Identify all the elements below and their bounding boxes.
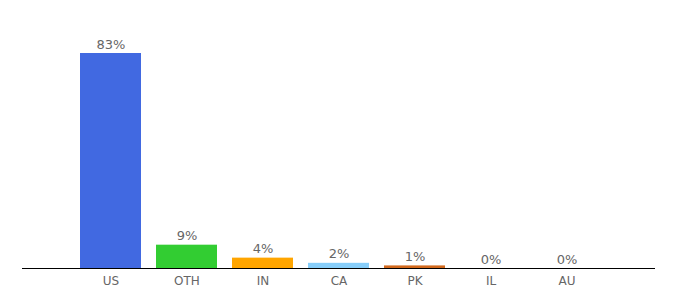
svg-text:83%: 83% [97,37,126,52]
svg-text:0%: 0% [481,252,502,267]
svg-text:0%: 0% [557,252,578,267]
svg-text:CA: CA [331,274,348,288]
svg-text:IN: IN [257,274,270,288]
svg-text:US: US [103,274,119,288]
svg-text:9%: 9% [177,228,198,243]
svg-text:4%: 4% [253,241,274,256]
svg-text:PK: PK [407,274,423,288]
svg-text:1%: 1% [405,249,426,264]
svg-text:2%: 2% [329,246,350,261]
svg-text:OTH: OTH [174,274,200,288]
svg-text:IL: IL [486,274,497,288]
svg-text:AU: AU [559,274,576,288]
